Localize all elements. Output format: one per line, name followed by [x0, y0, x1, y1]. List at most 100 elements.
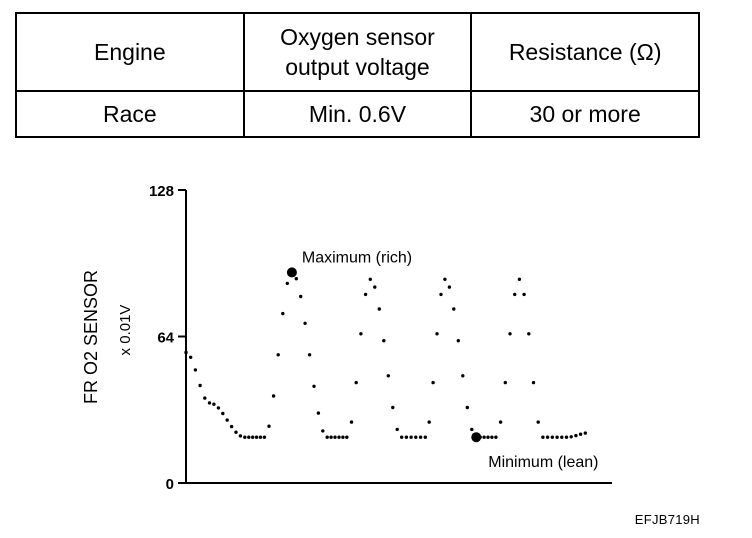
wave-dot — [409, 435, 413, 439]
wave-dot — [569, 435, 573, 439]
wave-dot — [482, 435, 486, 439]
wave-dot — [354, 380, 358, 385]
table-header-row: Engine Oxygen sensor output voltage Resis… — [15, 12, 700, 92]
wave-dot — [285, 281, 289, 286]
wave-dot — [522, 292, 526, 297]
wave-dot — [294, 277, 298, 281]
wave-dot — [341, 435, 345, 439]
wave-dot — [368, 277, 372, 281]
wave-dot — [307, 353, 312, 357]
wave-dot — [377, 307, 381, 311]
wave-dot — [363, 292, 368, 297]
wave-dot — [325, 435, 329, 439]
wave-dot — [395, 427, 399, 432]
wave-dot — [400, 435, 404, 439]
cell-voltage: Min. 0.6V — [242, 90, 473, 138]
wave-dot — [578, 432, 583, 436]
wave-dot — [583, 431, 587, 435]
wave-dot — [461, 374, 465, 378]
y-tick-label: 0 — [166, 476, 174, 493]
wave-dot — [189, 355, 193, 359]
wave-dot — [271, 394, 276, 398]
wave-dot — [431, 380, 435, 385]
header-engine-text: Engine — [94, 39, 166, 65]
wave-dot — [373, 285, 377, 289]
wave-dot — [386, 374, 390, 378]
wave-dot — [465, 405, 469, 410]
wave-dot — [513, 292, 517, 297]
wave-dot — [423, 435, 427, 439]
header-voltage-line-1: Oxygen sensor — [280, 24, 435, 50]
wave-dot — [555, 435, 559, 439]
annotation-min: Minimum (lean) — [488, 454, 598, 471]
header-voltage: Oxygen sensor output voltage — [242, 12, 473, 92]
wave-dot — [498, 420, 503, 424]
wave-dot — [193, 368, 198, 372]
wave-dot — [316, 411, 321, 415]
wave-dot — [221, 411, 225, 416]
wave-dot — [391, 405, 395, 410]
wave-dot — [349, 420, 354, 424]
spec-table: Engine Oxygen sensor output voltage Resis… — [15, 12, 700, 138]
wave-dot — [303, 321, 307, 325]
table-row: Race Min. 0.6V 30 or more — [15, 90, 700, 138]
wave-dot — [418, 435, 423, 439]
header-voltage-line-2: output voltage — [285, 54, 430, 80]
wave-dot — [550, 435, 554, 439]
wave-dot — [198, 383, 202, 388]
wave-dot — [312, 384, 316, 388]
wave-dot — [254, 435, 259, 439]
wave-dot — [258, 435, 263, 439]
wave-dot — [470, 427, 474, 432]
header-resistance-text: Resistance (Ω) — [508, 39, 662, 65]
wave-dot — [212, 402, 216, 406]
cell-resistance: 30 or more — [470, 90, 700, 138]
wave-dot — [531, 380, 536, 385]
wave-dot — [508, 332, 512, 336]
wave-dot — [329, 435, 333, 439]
y-axis-label: FR O2 SENSOR — [81, 270, 101, 404]
wave-dot — [281, 311, 285, 316]
wave-dot — [517, 277, 522, 281]
wave-dot — [299, 294, 303, 299]
wave-dot — [456, 339, 460, 343]
wave-dot — [276, 353, 280, 357]
wave-dot — [564, 435, 569, 439]
wave-dot — [359, 332, 363, 336]
header-resistance: Resistance (Ω) — [470, 12, 700, 92]
wave-dot — [184, 350, 188, 355]
wave-dot — [321, 429, 325, 433]
wave-dot — [545, 435, 550, 439]
figure-reference-code: EFJB719H — [634, 512, 700, 527]
y-tick-label: 64 — [157, 330, 174, 347]
wave-dot — [439, 292, 443, 297]
wave-dot — [452, 307, 456, 311]
wave-dot — [527, 332, 531, 336]
wave-dot — [234, 430, 238, 434]
wave-dot — [267, 424, 271, 428]
wave-dot — [333, 435, 337, 439]
wave-dot — [503, 380, 507, 385]
wave-dot — [203, 396, 207, 400]
y-tick-label: 128 — [149, 183, 174, 200]
wave-dot — [414, 435, 418, 439]
wave-dot — [216, 406, 221, 410]
wave-dot — [345, 435, 349, 439]
wave-dot — [574, 433, 578, 438]
header-engine: Engine — [15, 12, 245, 92]
wave-dot — [251, 435, 255, 439]
cell-engine: Race — [15, 90, 245, 138]
wave-dot — [443, 277, 447, 281]
wave-dot — [404, 435, 409, 439]
wave-dot — [238, 434, 243, 438]
max-point-marker — [286, 267, 297, 278]
wave-dot — [541, 435, 545, 439]
wave-dot — [536, 420, 540, 424]
wave-dot — [490, 435, 494, 439]
min-point-marker — [471, 432, 482, 443]
y-axis-unit: x 0.01V — [117, 305, 134, 356]
wave-dot — [447, 285, 452, 289]
wave-dot — [560, 435, 564, 439]
wave-dot — [225, 418, 229, 422]
